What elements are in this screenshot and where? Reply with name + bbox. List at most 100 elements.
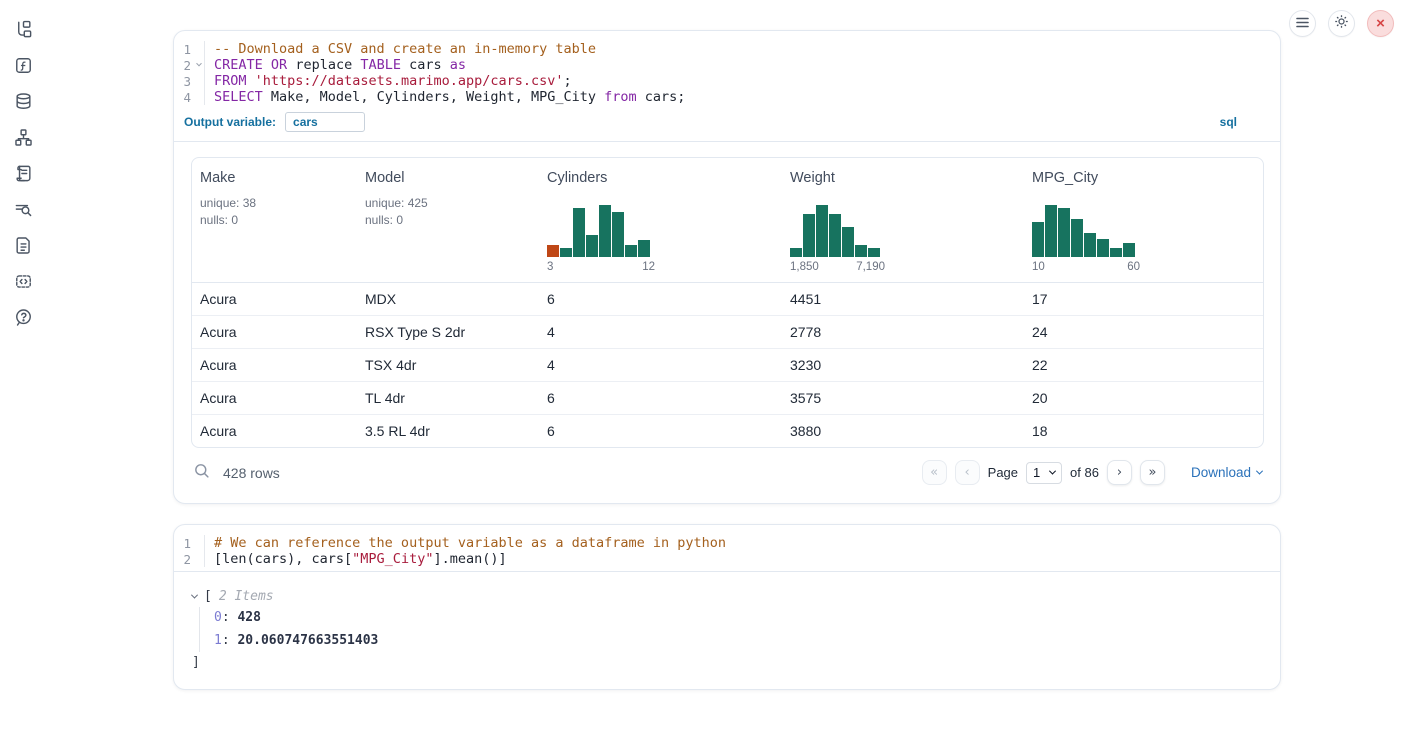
chevron-down-icon bbox=[1255, 467, 1264, 475]
tree-item: 1: 20.060747663551403 bbox=[214, 630, 1264, 653]
column-header-mpg_city[interactable]: MPG_City 10 60 bbox=[1024, 158, 1263, 282]
gear-icon bbox=[1334, 14, 1349, 34]
code-line: 3 FROM 'https://datasets.marimo.app/cars.… bbox=[174, 73, 1280, 89]
table-cell: 24 bbox=[1032, 324, 1048, 340]
code-content[interactable]: FROM 'https://datasets.marimo.app/cars.c… bbox=[205, 73, 572, 89]
column-histogram: 10 60 bbox=[1032, 205, 1259, 273]
histogram-bar bbox=[625, 245, 637, 257]
shutdown-button[interactable]: × bbox=[1367, 10, 1394, 37]
table-cell: 17 bbox=[1032, 291, 1048, 307]
output-variable-label: Output variable: bbox=[184, 115, 277, 129]
code-token: Make, Model, Cylinders, Weight, MPG_City bbox=[262, 89, 605, 105]
download-label: Download bbox=[1190, 465, 1251, 480]
axis-max-label: 7,190 bbox=[856, 261, 885, 273]
help-icon[interactable] bbox=[14, 308, 33, 327]
notebook: 1 -- Download a CSV and create an in-memo… bbox=[173, 30, 1281, 710]
last-page-button[interactable]: » bbox=[1139, 460, 1165, 485]
page-label: Page bbox=[987, 465, 1019, 480]
histogram-bar bbox=[868, 248, 880, 257]
code-content[interactable]: -- Download a CSV and create an in-memor… bbox=[205, 41, 596, 57]
next-page-button[interactable]: › bbox=[1106, 460, 1132, 485]
table-cell: 4 bbox=[547, 324, 555, 340]
sidebar bbox=[10, 20, 36, 327]
axis-min-label: 10 bbox=[1032, 261, 1045, 273]
histogram-bar bbox=[855, 245, 867, 257]
fold-chevron-icon[interactable] bbox=[193, 60, 204, 67]
code-token: CREATE bbox=[214, 57, 263, 73]
gutter: 4 bbox=[174, 89, 205, 105]
tree-collapse-icon[interactable] bbox=[190, 591, 199, 599]
settings-button[interactable] bbox=[1328, 10, 1355, 37]
database-icon[interactable] bbox=[14, 92, 33, 111]
axis-min-label: 3 bbox=[547, 261, 554, 273]
code-line: 2 CREATE OR replace TABLE cars as bbox=[174, 57, 1280, 73]
histogram-bar bbox=[842, 227, 854, 257]
tree-item: 0: 428 bbox=[214, 607, 1264, 630]
page-select[interactable]: 1 bbox=[1026, 461, 1063, 484]
python-cell-output: [ 2 Items 0: 428 1: 20.060747663551403 ] bbox=[174, 572, 1280, 689]
code-content[interactable]: CREATE OR replace TABLE cars as bbox=[205, 57, 466, 73]
function-icon[interactable] bbox=[14, 56, 33, 75]
column-header-cylinders[interactable]: Cylinders 3 12 bbox=[539, 158, 782, 282]
output-variable-bar: Output variable: sql bbox=[174, 109, 1280, 141]
column-header-model[interactable]: Model unique: 425 nulls: 0 bbox=[357, 158, 539, 282]
code-token: [len(cars), cars[ bbox=[214, 551, 353, 567]
code-content[interactable]: SELECT Make, Model, Cylinders, Weight, M… bbox=[205, 89, 685, 105]
column-header-weight[interactable]: Weight 1,850 7,190 bbox=[782, 158, 1024, 282]
histogram-bar bbox=[560, 248, 572, 257]
code-token: OR bbox=[270, 57, 288, 73]
row-count: 428 rows bbox=[223, 464, 280, 481]
histogram-bar bbox=[599, 205, 611, 257]
code-line: 4 SELECT Make, Model, Cylinders, Weight, … bbox=[174, 89, 1280, 105]
language-badge: sql bbox=[1219, 115, 1237, 129]
page-total: of 86 bbox=[1070, 465, 1099, 480]
scratchpad-icon[interactable] bbox=[14, 164, 33, 183]
tree-header: [ 2 Items bbox=[190, 586, 1264, 607]
histogram-bar bbox=[1045, 205, 1057, 257]
histogram-bars bbox=[790, 205, 1016, 257]
code-token: 'https://datasets.marimo.app/cars.csv' bbox=[254, 73, 564, 89]
histogram-bar bbox=[1097, 239, 1109, 257]
documentation-icon[interactable] bbox=[14, 236, 33, 255]
close-icon: × bbox=[1376, 15, 1385, 32]
page-select-value: 1 bbox=[1033, 465, 1041, 480]
code-token: FROM bbox=[214, 73, 247, 89]
download-button[interactable]: Download bbox=[1190, 465, 1264, 480]
histogram-bar bbox=[1110, 248, 1122, 257]
histogram-bar bbox=[547, 245, 559, 257]
snippets-icon[interactable] bbox=[14, 272, 33, 291]
logs-search-icon[interactable] bbox=[14, 200, 33, 219]
column-stat: nulls: 0 bbox=[365, 212, 404, 227]
menu-button[interactable] bbox=[1289, 10, 1316, 37]
tree-items-count: 2 Items bbox=[218, 589, 274, 604]
prev-page-button[interactable]: ‹ bbox=[954, 460, 980, 485]
sql-cell: 1 -- Download a CSV and create an in-memo… bbox=[173, 30, 1281, 504]
column-header-make[interactable]: Make unique: 38 nulls: 0 bbox=[192, 158, 357, 282]
python-code-editor[interactable]: 1 # We can reference the output variable … bbox=[174, 525, 1280, 571]
tree-open-bracket: [ bbox=[204, 589, 212, 604]
dependency-graph-icon[interactable] bbox=[14, 128, 33, 147]
code-content[interactable]: # We can reference the output variable a… bbox=[205, 535, 726, 551]
tree-item-value: 428 bbox=[237, 610, 261, 625]
code-content[interactable]: [len(cars), cars["MPG_City"].mean()] bbox=[205, 551, 507, 567]
table-cell: TL 4dr bbox=[365, 390, 405, 406]
axis-min-label: 1,850 bbox=[790, 261, 819, 273]
tree-item-colon: : bbox=[221, 632, 238, 648]
column-name: Model bbox=[365, 170, 405, 186]
file-tree-icon[interactable] bbox=[14, 20, 33, 39]
table-cell: Acura bbox=[200, 423, 237, 439]
axis-max-label: 12 bbox=[642, 261, 655, 273]
search-icon[interactable] bbox=[193, 462, 210, 484]
tree-item-key: 0 bbox=[214, 610, 222, 625]
line-number: 3 bbox=[183, 73, 191, 89]
first-page-button[interactable]: « bbox=[921, 460, 947, 485]
code-token: ; bbox=[563, 73, 572, 89]
histogram-bar bbox=[1084, 233, 1096, 257]
histogram-axis-labels: 3 12 bbox=[547, 261, 655, 273]
code-token: as bbox=[449, 57, 467, 73]
table-cell: 3880 bbox=[790, 423, 822, 439]
tree-item-colon: : bbox=[221, 610, 238, 625]
sql-code-editor[interactable]: 1 -- Download a CSV and create an in-memo… bbox=[174, 31, 1280, 109]
code-token: -- Download a CSV and create an in-memor… bbox=[214, 41, 597, 57]
output-variable-input[interactable] bbox=[285, 112, 366, 132]
